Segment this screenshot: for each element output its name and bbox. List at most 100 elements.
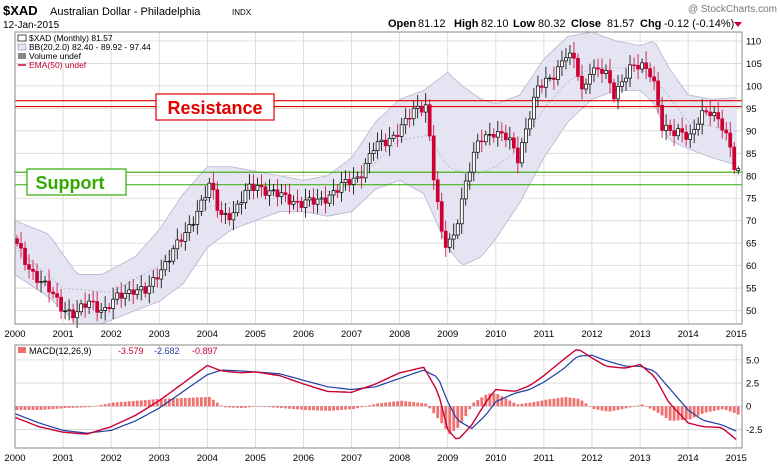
price-tick-label: 75	[746, 194, 757, 205]
macd-hist-bar	[596, 406, 600, 410]
macd-line	[14, 349, 737, 441]
macd-hist-bar	[211, 399, 215, 407]
candle-body	[119, 292, 124, 299]
candle-body	[640, 62, 644, 70]
macd-hist-bar	[680, 406, 684, 421]
candle-body	[483, 134, 488, 143]
macd-hist-bar	[19, 406, 23, 410]
candle-body	[467, 171, 472, 182]
macd-hist-bar	[239, 406, 243, 409]
high-label: High	[454, 18, 479, 30]
macd-time-tick-label: 2000	[4, 453, 25, 464]
candle-body	[588, 74, 592, 85]
candle-body	[499, 131, 504, 134]
macd-hist-bar	[616, 406, 620, 410]
macd-hist-bar	[632, 406, 636, 407]
time-tick-label: 2006	[293, 329, 314, 340]
candle-body	[279, 192, 284, 197]
candle-body	[648, 68, 652, 78]
high-value: 82.10	[481, 18, 509, 30]
candle-body	[247, 183, 252, 191]
candle-body	[624, 77, 628, 83]
time-tick-label: 2011	[534, 329, 554, 340]
macd-hist-bar	[135, 400, 139, 407]
candle-body	[451, 234, 456, 240]
candle-body	[223, 213, 228, 215]
candle-body	[219, 210, 224, 215]
candle-body	[608, 70, 612, 84]
macd-histogram	[15, 393, 740, 435]
macd-hist-bar	[252, 406, 255, 407]
time-tick-label: 2003	[149, 329, 170, 340]
macd-lines	[14, 349, 737, 441]
candle-body	[668, 124, 672, 131]
candle-body	[323, 197, 328, 204]
macd-hist-bar	[668, 406, 672, 421]
macd-hist-bar	[704, 406, 708, 413]
candle-body	[171, 248, 176, 262]
macd-hist-bar	[127, 401, 131, 407]
macd-hist-bar	[636, 405, 640, 407]
macd-hist-bar	[203, 397, 207, 407]
macd-hist-bar	[448, 406, 452, 435]
price-tick-label: 90	[746, 126, 757, 137]
candle-body	[596, 67, 600, 70]
candle-body	[720, 118, 725, 131]
macd-hist-bar	[260, 406, 263, 407]
candle-body	[507, 137, 512, 141]
macd-hist-bar	[524, 403, 528, 407]
candle-body	[399, 124, 404, 137]
candle-body	[123, 293, 128, 299]
watermark[interactable]: @ StockCharts.com	[688, 4, 777, 15]
macd-hist-bar	[628, 406, 632, 408]
candle-body	[135, 289, 140, 295]
candle-body	[271, 189, 276, 192]
macd-hist-bar	[308, 406, 311, 411]
candle-body	[107, 307, 112, 309]
macd-hist-bar	[147, 399, 151, 407]
macd-hist-bar	[532, 402, 536, 407]
time-tick-label: 2007	[341, 329, 362, 340]
macd-hist-bar	[652, 406, 656, 411]
price-tick-label: 55	[746, 284, 757, 295]
macd-hist-bar	[107, 403, 111, 407]
candle-body	[43, 280, 47, 283]
macd-time-tick-label: 2008	[389, 453, 410, 464]
candle-body	[516, 147, 520, 164]
price-legend: $XAD (Monthly) 81.57 BB(20,2.0) 82.40 - …	[17, 33, 151, 70]
macd-hist-bar	[560, 397, 564, 407]
macd-hist-bar	[600, 406, 604, 411]
macd-hist-bar	[272, 406, 275, 408]
candle-body	[620, 81, 624, 87]
macd-tick-label: 2.5	[746, 379, 759, 390]
macd-hist-bar	[63, 406, 67, 409]
candle-body	[299, 201, 304, 208]
candle-body	[487, 134, 492, 136]
macd-hist-bar	[620, 406, 624, 410]
macd-hist-bar	[159, 398, 163, 407]
candle-body	[503, 132, 508, 141]
macd-hist-bar	[79, 406, 83, 408]
macd-hist-bar	[75, 406, 79, 408]
macd-hist-bar	[400, 400, 404, 407]
candle-body	[203, 197, 208, 201]
candle-body	[307, 197, 312, 201]
macd-hist-bar	[247, 406, 251, 408]
macd-hist-bar	[171, 398, 175, 407]
macd-hist-bar	[207, 396, 211, 407]
macd-hist-bar	[31, 406, 35, 410]
macd-tick-label: 0	[746, 402, 751, 413]
macd-hist-bar	[640, 404, 644, 407]
macd-hist-bar	[420, 402, 424, 407]
macd-hist-bar	[163, 398, 167, 407]
macd-legend-label: MACD(12,26,9)	[29, 346, 92, 356]
candle-body	[495, 131, 500, 138]
macd-hist-bar	[227, 406, 231, 408]
price-tick-label: 95	[746, 104, 757, 115]
candle-body	[524, 128, 528, 144]
candle-body	[195, 211, 200, 225]
price-tick-label: 80	[746, 171, 757, 182]
time-tick-label: 2001	[53, 329, 74, 340]
candle-body	[628, 64, 632, 79]
candle-body	[167, 260, 172, 263]
